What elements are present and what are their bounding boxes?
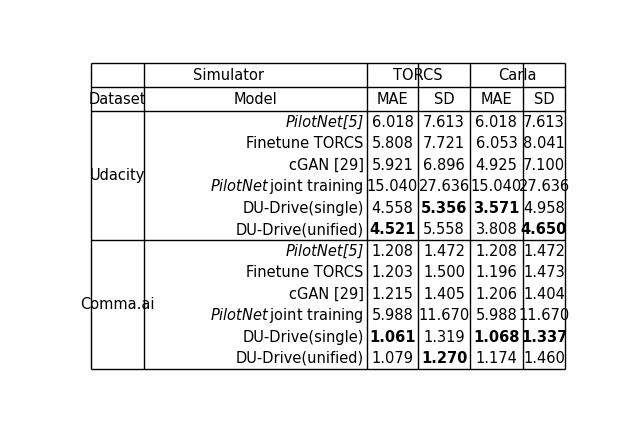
Text: 1.337: 1.337 <box>521 330 567 344</box>
Text: 7.613: 7.613 <box>523 115 565 129</box>
Text: 1.208: 1.208 <box>476 244 517 259</box>
Text: Simulator: Simulator <box>193 68 264 83</box>
Text: Finetune TORCS: Finetune TORCS <box>246 136 364 151</box>
Text: Finetune TORCS: Finetune TORCS <box>246 265 364 280</box>
Text: DU-Drive(unified): DU-Drive(unified) <box>236 222 364 237</box>
Text: 1.203: 1.203 <box>372 265 413 280</box>
Text: 4.521: 4.521 <box>369 222 415 237</box>
Text: 7.721: 7.721 <box>423 136 465 151</box>
Text: 1.404: 1.404 <box>523 286 565 302</box>
Text: 7.100: 7.100 <box>523 158 565 173</box>
Text: 7.613: 7.613 <box>423 115 465 129</box>
Text: 8.041: 8.041 <box>523 136 565 151</box>
Text: 1.196: 1.196 <box>476 265 517 280</box>
Text: 6.018: 6.018 <box>476 115 517 129</box>
Text: cGAN [29]: cGAN [29] <box>289 286 364 302</box>
Text: PilotNet[5]: PilotNet[5] <box>285 115 364 129</box>
Text: 1.270: 1.270 <box>421 351 467 366</box>
Text: 5.988: 5.988 <box>476 308 517 323</box>
Text: 4.958: 4.958 <box>523 201 565 215</box>
Text: 1.174: 1.174 <box>476 351 517 366</box>
Text: DU-Drive(single): DU-Drive(single) <box>243 201 364 215</box>
Text: 5.808: 5.808 <box>372 136 413 151</box>
Text: 15.040: 15.040 <box>471 179 522 194</box>
Text: cGAN [29]: cGAN [29] <box>289 158 364 173</box>
Text: SD: SD <box>534 92 554 107</box>
Text: SD: SD <box>434 92 454 107</box>
Text: 27.636: 27.636 <box>419 179 470 194</box>
Text: $\mathit{PilotNet}$$\,\mathrm{joint\ training}$: $\mathit{PilotNet}$$\,\mathrm{joint\ tra… <box>210 177 364 196</box>
Text: 3.571: 3.571 <box>473 201 520 215</box>
Text: 1.208: 1.208 <box>371 244 413 259</box>
Text: 6.896: 6.896 <box>423 158 465 173</box>
Text: Model: Model <box>234 92 278 107</box>
Text: 1.215: 1.215 <box>372 286 413 302</box>
Text: 1.500: 1.500 <box>423 265 465 280</box>
Text: 4.558: 4.558 <box>372 201 413 215</box>
Text: 1.473: 1.473 <box>523 265 565 280</box>
Text: 4.650: 4.650 <box>521 222 567 237</box>
Text: 1.206: 1.206 <box>476 286 517 302</box>
Text: 1.472: 1.472 <box>523 244 565 259</box>
Text: 1.319: 1.319 <box>423 330 465 344</box>
Text: 6.053: 6.053 <box>476 136 517 151</box>
Text: 27.636: 27.636 <box>518 179 570 194</box>
Text: Carla: Carla <box>498 68 537 83</box>
Text: MAE: MAE <box>481 92 512 107</box>
Text: PilotNet[5]: PilotNet[5] <box>285 244 364 259</box>
Text: 5.921: 5.921 <box>372 158 413 173</box>
Text: TORCS: TORCS <box>394 68 443 83</box>
Text: 1.472: 1.472 <box>423 244 465 259</box>
Text: Dataset: Dataset <box>89 92 147 107</box>
Text: 1.460: 1.460 <box>523 351 565 366</box>
Text: 5.988: 5.988 <box>372 308 413 323</box>
Text: 15.040: 15.040 <box>367 179 418 194</box>
Text: MAE: MAE <box>377 92 408 107</box>
Text: 3.808: 3.808 <box>476 222 517 237</box>
Text: 1.405: 1.405 <box>423 286 465 302</box>
Text: DU-Drive(single): DU-Drive(single) <box>243 330 364 344</box>
Text: 1.068: 1.068 <box>473 330 520 344</box>
Text: 4.925: 4.925 <box>476 158 517 173</box>
Text: $\mathit{PilotNet}$$\,\mathrm{joint\ training}$: $\mathit{PilotNet}$$\,\mathrm{joint\ tra… <box>210 306 364 325</box>
Text: DU-Drive(unified): DU-Drive(unified) <box>236 351 364 366</box>
Text: 5.558: 5.558 <box>423 222 465 237</box>
Text: 11.670: 11.670 <box>419 308 470 323</box>
Text: 1.079: 1.079 <box>371 351 413 366</box>
Text: 11.670: 11.670 <box>518 308 570 323</box>
Text: Udacity: Udacity <box>90 168 145 184</box>
Text: 5.356: 5.356 <box>421 201 467 215</box>
Text: Comma.ai: Comma.ai <box>81 297 155 312</box>
Text: 1.061: 1.061 <box>369 330 416 344</box>
Text: 6.018: 6.018 <box>372 115 413 129</box>
